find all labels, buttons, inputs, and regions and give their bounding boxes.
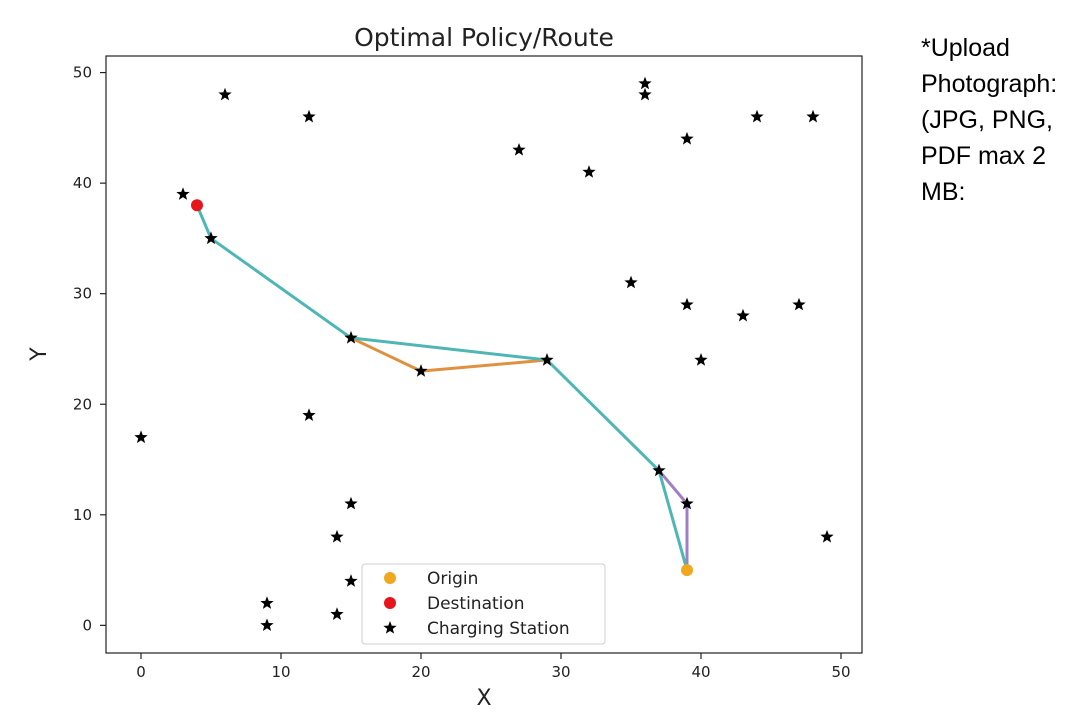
- charging-station-marker: [736, 308, 750, 322]
- charging-station-marker: [204, 231, 218, 245]
- x-axis-ticks: 0 10 20 30 40 50: [136, 653, 851, 681]
- route-line: [349, 336, 549, 373]
- charging-station-marker: [344, 330, 358, 344]
- charging-station-marker: [414, 364, 428, 377]
- charging-station-marker: [540, 353, 554, 366]
- x-tick-label: 0: [136, 663, 146, 681]
- x-tick-label: 20: [411, 663, 430, 681]
- charging-station-marker: [806, 109, 820, 123]
- charging-station-marker: [176, 187, 190, 200]
- route-endpoints: [191, 199, 693, 577]
- charging-station-marker: [638, 76, 652, 90]
- y-tick-label: 40: [73, 174, 92, 192]
- upload-instruction-line: Photograph:: [921, 70, 1058, 98]
- charging-station-marker: [302, 109, 316, 123]
- route-line: [195, 203, 689, 572]
- charging-station-marker: [750, 109, 764, 123]
- charging-station-marker: [624, 275, 638, 289]
- y-tick-label: 0: [82, 616, 92, 634]
- upload-instruction-line: (JPG, PNG,: [921, 106, 1053, 134]
- legend-marker: [384, 597, 396, 609]
- charging-station-marker: [638, 87, 652, 101]
- charging-station-marker: [680, 496, 694, 510]
- charging-station-marker: [260, 596, 274, 609]
- charging-station-marker: [344, 496, 358, 510]
- destination-marker: [191, 199, 203, 212]
- charging-station-marker: [330, 529, 344, 543]
- upload-instruction-line: *Upload: [921, 34, 1010, 62]
- upload-instruction-line: PDF max 2: [921, 142, 1047, 170]
- route-chart: Optimal Policy/Route 0 10 20 30 40 50 0 10 20 30…: [27, 23, 863, 711]
- charging-station-marker: [260, 618, 274, 632]
- charging-station-marker: [694, 353, 708, 366]
- y-axis-ticks: 0 10 20 30 40 50: [73, 64, 106, 634]
- charging-station-marker: [652, 463, 666, 477]
- charging-station-marker: [680, 131, 694, 145]
- upload-instruction: *Upload Photograph: (JPG, PNG, PDF max 2…: [921, 30, 1076, 210]
- x-tick-label: 50: [831, 663, 850, 681]
- charging-stations: [134, 76, 834, 632]
- charging-station-marker: [302, 408, 316, 421]
- route-lines: [195, 203, 689, 572]
- legend-marker: [383, 621, 397, 634]
- charging-station-marker: [218, 87, 232, 101]
- charging-station-marker: [680, 297, 694, 311]
- origin-marker: [681, 564, 693, 577]
- charging-station-marker: [330, 607, 344, 620]
- charging-station-marker: [134, 430, 148, 444]
- charging-station-marker: [792, 297, 806, 311]
- x-tick-label: 10: [271, 663, 290, 681]
- y-tick-label: 50: [73, 64, 92, 82]
- chart-title: Optimal Policy/Route: [354, 23, 614, 52]
- x-tick-label: 30: [551, 663, 570, 681]
- y-tick-label: 30: [73, 285, 92, 303]
- y-axis-label: Y: [27, 347, 52, 362]
- charging-station-marker: [582, 165, 596, 178]
- charging-station-marker: [512, 142, 526, 156]
- y-tick-label: 10: [73, 506, 92, 524]
- legend-marker: [384, 572, 396, 584]
- legend-label: Origin: [427, 569, 478, 589]
- legend-label: Charging Station: [427, 619, 570, 639]
- plot-frame: [105, 55, 863, 654]
- x-tick-label: 40: [691, 663, 710, 681]
- y-tick-label: 20: [73, 395, 92, 413]
- legend: Origin Destination Charging Station: [361, 563, 606, 645]
- legend-label: Destination: [427, 594, 525, 614]
- x-axis-label: X: [476, 686, 491, 711]
- upload-instruction-line: MB:: [921, 178, 966, 206]
- charging-station-marker: [820, 529, 834, 543]
- legend-box: [361, 563, 606, 645]
- charging-station-marker: [344, 574, 358, 587]
